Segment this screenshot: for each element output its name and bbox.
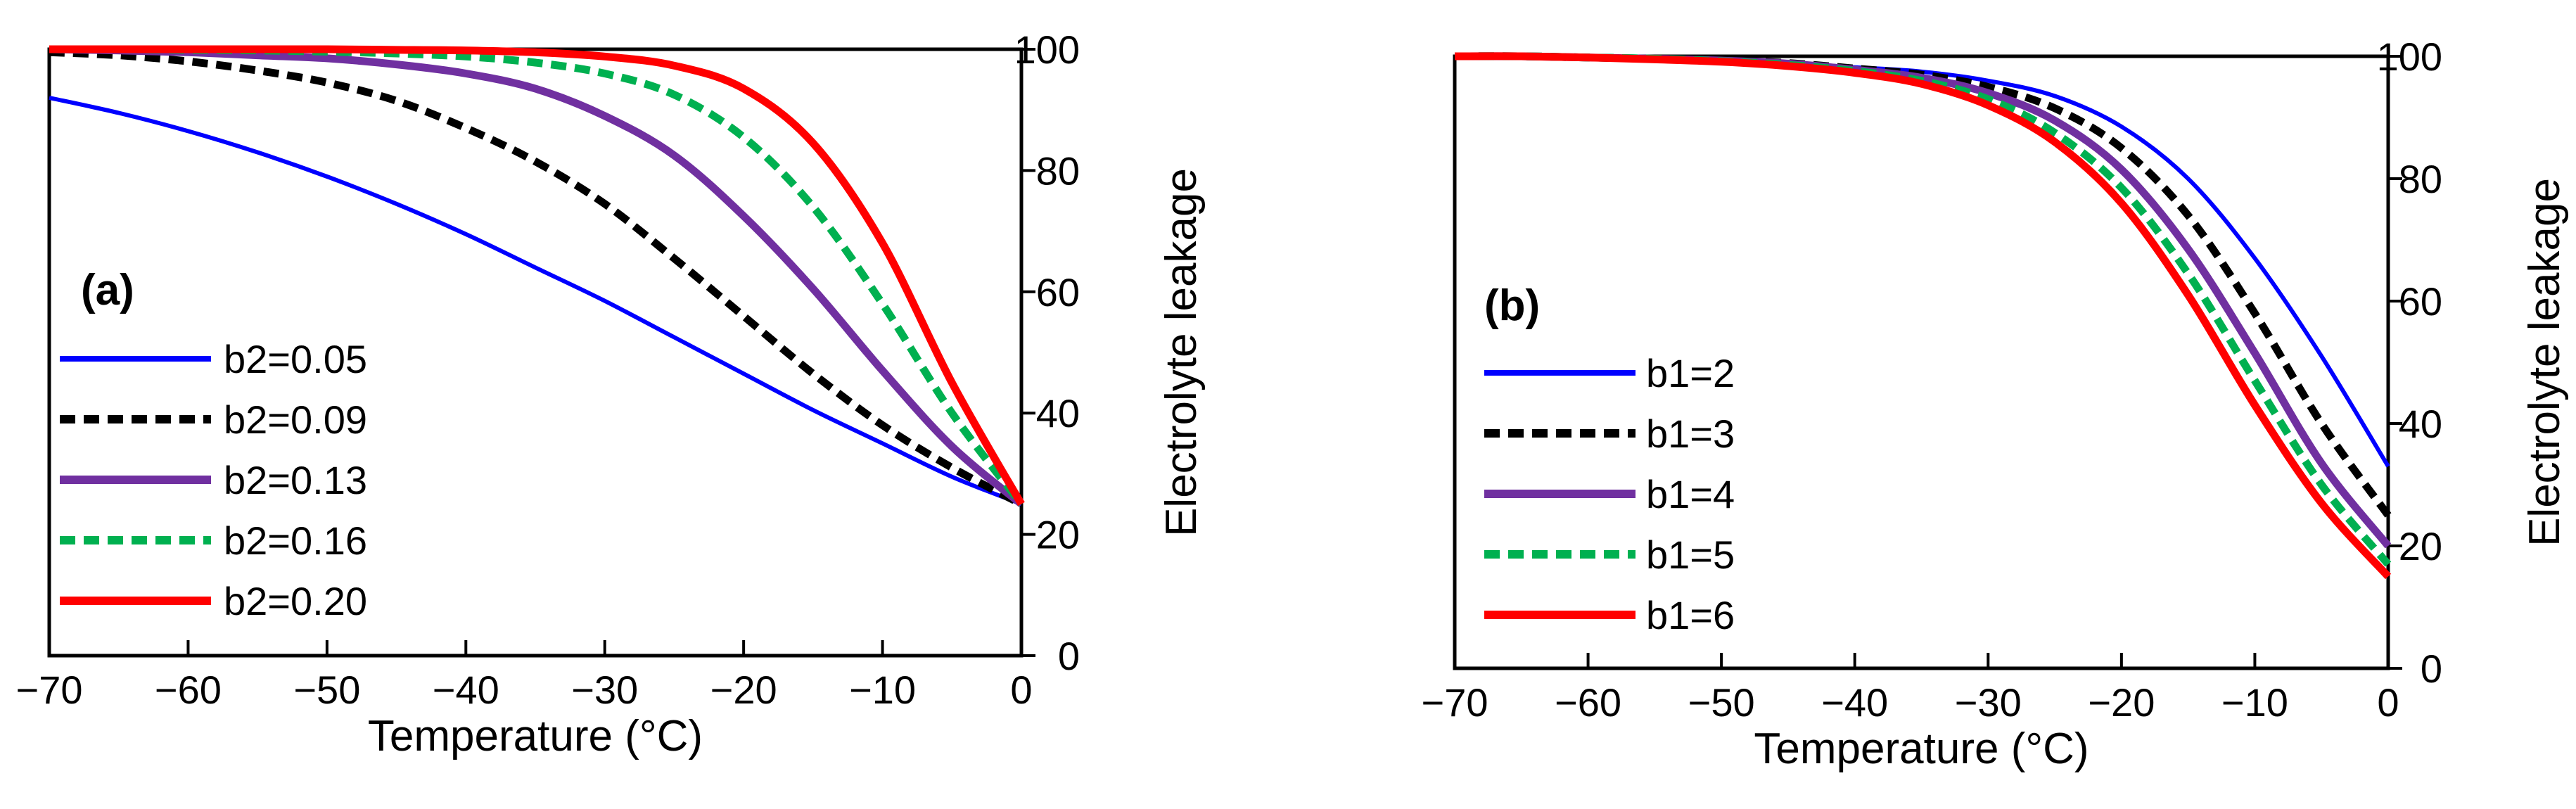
series-line-b2-0-16 [49,45,1025,507]
series-line-b1-4 [1454,52,2392,549]
x-tick-label: −10 [849,668,916,712]
y-tick-label: 100 [1014,27,1080,72]
legend-label: b1=2 [1646,351,1735,395]
y-tick-label: 60 [1036,270,1080,314]
y-tick-label: 40 [2399,402,2442,446]
series-line-b1-2 [1454,53,2390,468]
legend-label: b1=4 [1646,472,1735,516]
y-tick-label: 80 [1036,148,1080,193]
x-tick-label: −30 [1955,680,2022,725]
x-tick-label: −10 [2221,680,2288,725]
legend-label: b2=0.20 [224,579,367,623]
x-tick-label: −40 [433,668,499,712]
y-tick-label: 20 [1036,513,1080,557]
x-tick-label: −50 [293,668,360,712]
x-tick-label: −20 [710,668,777,712]
legend-label: b1=3 [1646,412,1735,456]
legend-label: b2=0.05 [224,337,367,381]
series-line-b2-0-05 [49,96,1023,507]
x-tick-label: −50 [1688,680,1755,725]
legend-label: b1=6 [1646,593,1735,637]
legend-label: b2=0.13 [224,458,367,502]
legend-label: b2=0.16 [224,518,367,563]
legend-label: b2=0.09 [224,397,367,442]
x-axis-label: Temperature (°C) [1754,725,2089,773]
series-line-b1-5 [1454,52,2392,567]
y-axis-label: Electrolyte leakage [1157,168,1206,537]
y-tick-label: 100 [2377,34,2442,79]
plot-frame [1453,54,2390,670]
x-tick-label: −30 [571,668,638,712]
series-line-b1-6 [1454,52,2392,580]
plot-frame [47,47,1024,658]
x-tick-label: −60 [1555,680,1621,725]
y-tick-label: 0 [2421,646,2442,691]
series-line-b1-3 [1454,52,2392,518]
series-line-b2-0-13 [49,45,1024,507]
x-tick-label: 0 [1010,668,1032,712]
series-line-b2-0-09 [49,48,1024,508]
y-tick-label: 80 [2399,157,2442,201]
x-tick-label: −40 [1821,680,1888,725]
y-tick-label: 60 [2399,279,2442,324]
x-tick-label: −70 [16,668,83,712]
x-tick-label: −70 [1422,680,1488,725]
x-tick-label: −60 [155,668,222,712]
x-tick-label: −20 [2088,680,2155,725]
chart-panel-a: −70 −60 −50 −40 −30 −20 −10 00 20 40 60 80 100 Temper… [16,27,1206,760]
chart-panel-b: −70 −60 −50 −40 −30 −20 −10 00 20 40 60 80 100 Temper… [1422,34,2570,773]
y-axis-label: Electrolyte leakage [2520,178,2569,547]
series-line-b2-0-20 [49,45,1025,507]
y-tick-label: 40 [1036,391,1080,435]
x-axis-label: Temperature (°C) [368,712,703,760]
x-tick-label: 0 [2377,680,2399,725]
panel-label: (b) [1484,281,1540,330]
legend-label: b1=5 [1646,533,1735,577]
y-tick-label: 0 [1058,634,1080,678]
panel-label: (a) [81,266,134,314]
y-tick-label: 20 [2399,524,2442,568]
